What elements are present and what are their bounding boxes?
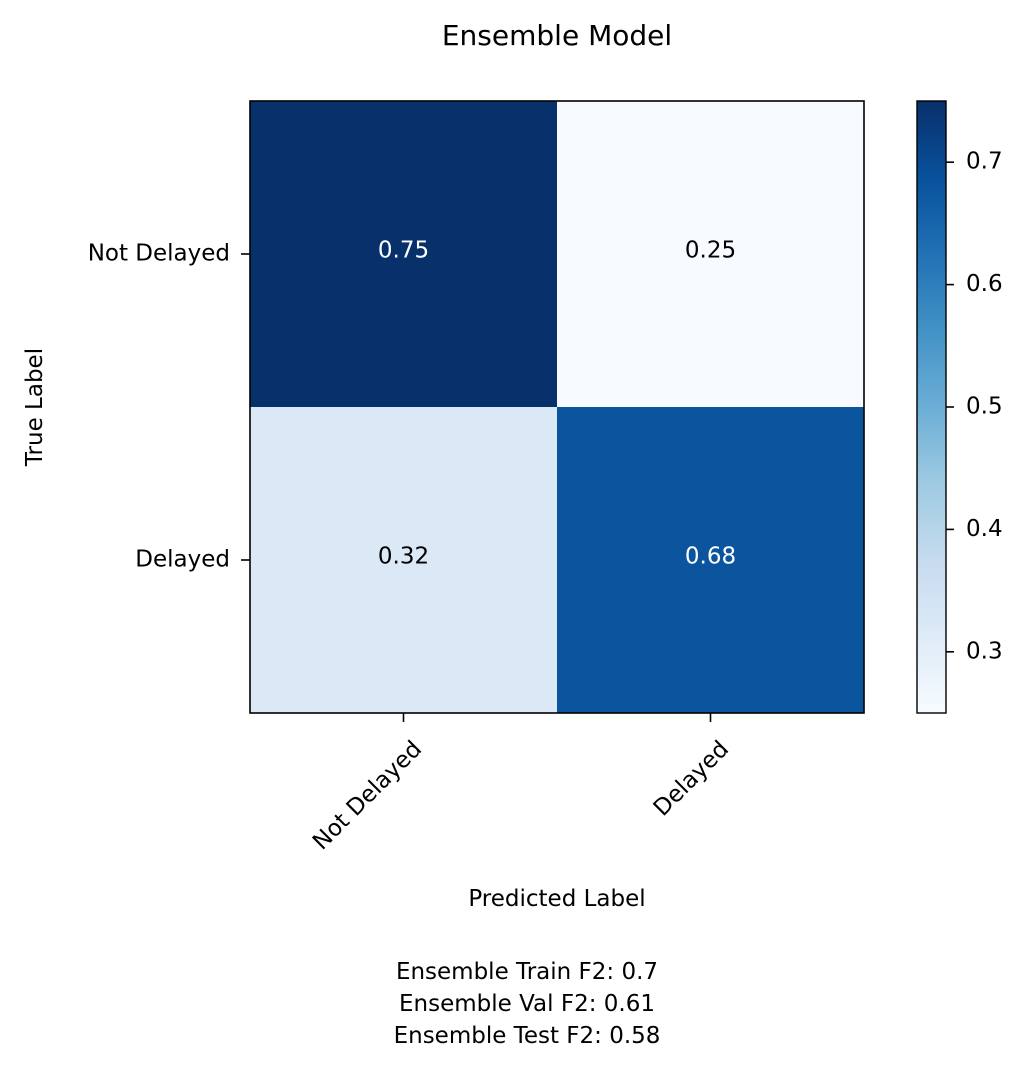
colorbar-tick-label: 0.4 [966, 516, 1003, 542]
colorbar-tick-label: 0.5 [966, 394, 1003, 420]
colorbar-tick-label: 0.3 [966, 638, 1003, 664]
heatmap-cell [250, 407, 557, 713]
footer-line-train: Ensemble Train F2: 0.7 [396, 959, 658, 985]
cell-value-label: 0.75 [378, 238, 429, 264]
y-axis-label: True Label [22, 348, 48, 467]
y-tick-label: Delayed [135, 547, 230, 573]
y-tick-label: Not Delayed [88, 241, 230, 267]
colorbar-ticks: 0.3 0.4 0.5 0.6 0.7 [946, 149, 1003, 664]
cell-value-label: 0.68 [685, 544, 736, 570]
colorbar-tick-label: 0.6 [966, 271, 1003, 297]
footer-line-test: Ensemble Test F2: 0.58 [394, 1023, 661, 1049]
footer-line-val: Ensemble Val F2: 0.61 [399, 991, 655, 1017]
footer-metrics: Ensemble Train F2: 0.7 Ensemble Val F2: … [394, 959, 661, 1049]
heatmap-cell [557, 407, 864, 713]
colorbar-tick-label: 0.7 [966, 149, 1003, 175]
plot-frame [249, 100, 865, 714]
heatmap-cell [557, 101, 864, 407]
x-tick-label: Not Delayed [308, 736, 427, 855]
heatmap-cell [250, 101, 557, 407]
cell-value-label: 0.32 [378, 544, 429, 570]
cell-value-label: 0.25 [685, 238, 736, 264]
x-axis-label: Predicted Label [468, 886, 645, 912]
chart-title: Ensemble Model [442, 19, 672, 52]
x-axis-ticks: Not Delayed Delayed [308, 713, 734, 855]
colorbar [916, 100, 947, 714]
y-axis-ticks: Not Delayed Delayed [88, 241, 250, 573]
x-tick-label: Delayed [649, 736, 734, 821]
heatmap-cells: 0.75 0.25 0.32 0.68 [250, 101, 864, 713]
